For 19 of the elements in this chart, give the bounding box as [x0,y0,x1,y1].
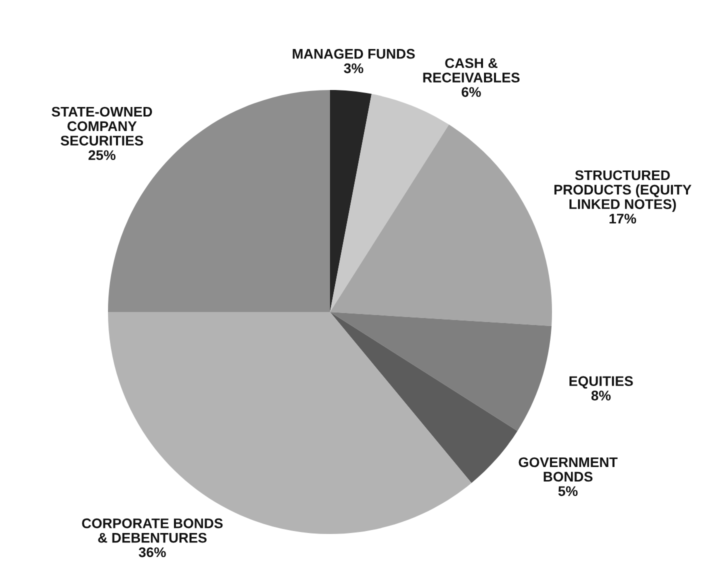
slice-label: CASH & RECEIVABLES [423,58,520,82]
slice-label: STRUCTURED PRODUCTS (EQUITY LINKED NOTES) [554,170,692,212]
pie-slice [330,124,552,326]
data-label: 36% [138,547,166,558]
data-label: 5% [558,486,578,496]
data-label: 25% [88,150,116,160]
pie-slice [330,312,552,431]
slice-label: STATE-OWNED COMPANY SECURITIES [52,106,152,146]
slice-label: CORPORATE BONDS & DEBENTURES [82,518,223,543]
slice-label: EQUITIES [570,376,633,389]
slice-label: MANAGED FUNDS [292,48,415,59]
data-label: 17% [610,214,636,224]
data-label: 8% [591,390,611,400]
data-label: 3% [344,63,364,74]
data-label: 6% [462,87,481,97]
pie-slice [330,90,372,312]
slice-label: GOVERNMENT BONDS [518,457,618,482]
pie-slice [330,94,449,312]
pie-slice [330,312,518,484]
